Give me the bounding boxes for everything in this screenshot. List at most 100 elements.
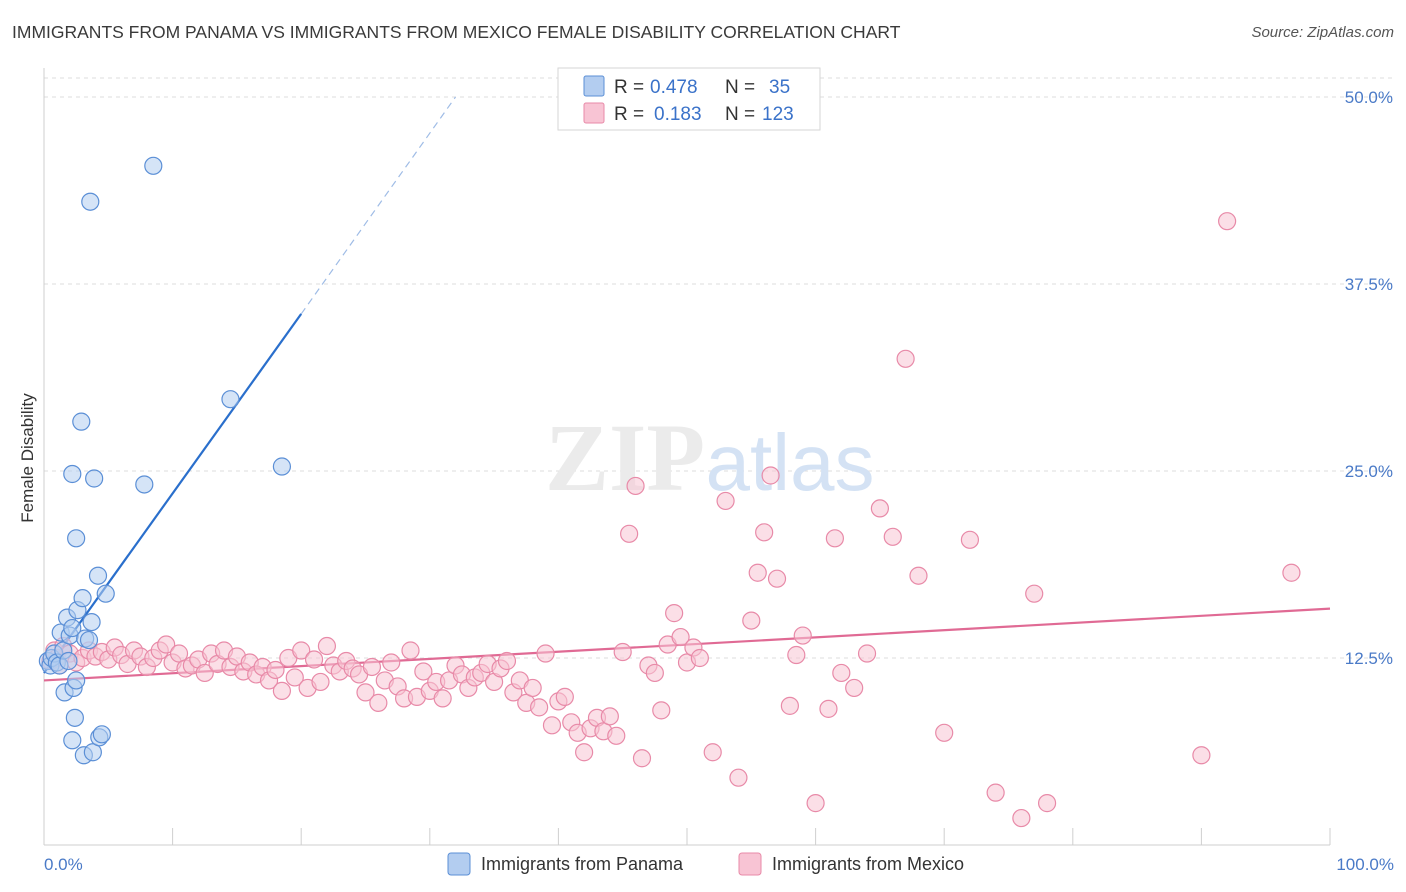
point-mexico-126	[960, 530, 980, 549]
point-mexico-130	[1025, 584, 1044, 603]
bottom-legend-label-mexico: Immigrants from Mexico	[772, 854, 964, 874]
point-mexico-60	[414, 662, 433, 681]
point-mexico-20	[157, 635, 176, 654]
legend-r-value-mexico: 0.183	[654, 104, 702, 125]
point-mexico-106	[729, 768, 748, 787]
point-mexico-77	[523, 678, 542, 698]
bottom-legend-label-panama: Immigrants from Panama	[481, 854, 684, 874]
point-mexico-111	[767, 569, 787, 588]
legend-r-label-mexico: R =	[614, 104, 644, 125]
point-panama-35	[221, 390, 240, 409]
y-tick-label-3: 50.0%	[1345, 88, 1393, 107]
point-panama-32	[96, 584, 115, 603]
point-panama-28	[85, 469, 104, 488]
source-label: Source: ZipAtlas.com	[1251, 24, 1394, 41]
point-mexico-113	[787, 645, 806, 665]
legend-r-value-panama: 0.478	[650, 77, 698, 98]
point-mexico-133	[1282, 563, 1301, 582]
point-panama-15	[63, 464, 82, 484]
point-mexico-96	[645, 663, 664, 683]
point-mexico-104	[703, 743, 722, 762]
point-panama-27	[83, 743, 102, 762]
point-panama-17	[63, 731, 82, 750]
point-mexico-45	[317, 636, 337, 656]
point-mexico-22	[169, 644, 189, 663]
point-mexico-119	[845, 678, 864, 698]
point-mexico-99	[665, 604, 684, 623]
point-mexico-63	[433, 689, 452, 708]
point-mexico-91	[613, 642, 632, 662]
point-mexico-108	[748, 563, 767, 582]
point-mexico-90	[607, 726, 626, 745]
watermark-zip: ZIP	[545, 404, 705, 511]
point-mexico-121	[870, 499, 890, 518]
bottom-legend-swatch-mexico	[738, 852, 762, 876]
point-mexico-38	[272, 681, 292, 701]
point-panama-24	[79, 630, 99, 650]
point-panama-21	[73, 589, 92, 608]
point-mexico-116	[819, 699, 838, 718]
point-mexico-80	[542, 716, 562, 735]
point-mexico-124	[909, 566, 928, 585]
point-mexico-131	[1192, 746, 1211, 765]
point-panama-18	[67, 529, 86, 548]
point-mexico-40	[285, 668, 304, 687]
point-mexico-44	[311, 672, 330, 692]
point-mexico-112	[780, 696, 799, 715]
point-panama-34	[144, 156, 163, 175]
point-mexico-110	[761, 466, 780, 485]
legend-r-label-panama: R =	[614, 77, 644, 98]
y-tick-label-0: 12.5%	[1345, 649, 1393, 668]
point-mexico-82	[555, 687, 574, 706]
point-mexico-53	[369, 693, 388, 712]
point-mexico-41	[292, 641, 311, 660]
point-mexico-120	[857, 644, 877, 663]
point-mexico-97	[652, 701, 671, 720]
point-panama-12	[63, 618, 82, 638]
series-legend: Immigrants from Panama Immigrants from M…	[447, 852, 964, 876]
axes	[43, 68, 1331, 846]
point-mexico-127	[986, 783, 1005, 802]
point-mexico-58	[401, 641, 420, 660]
series-mexico-points	[41, 212, 1301, 828]
legend-n-value-mexico: 123	[762, 104, 794, 125]
point-mexico-89	[600, 707, 619, 726]
point-panama-36	[272, 457, 292, 476]
point-mexico-132	[1218, 212, 1237, 231]
point-mexico-73	[497, 651, 517, 671]
trend-line-panama-extension	[300, 96, 457, 315]
point-mexico-114	[793, 626, 812, 645]
x-tick-label-max: 100.0%	[1336, 855, 1394, 874]
point-panama-25	[81, 192, 100, 211]
x-tick-label-min: 0.0%	[44, 855, 83, 874]
point-mexico-107	[742, 611, 761, 630]
point-mexico-52	[362, 657, 382, 677]
point-mexico-117	[825, 529, 844, 548]
correlation-legend: R = 0.478 N = 35 R = 0.183 N = 123	[557, 67, 821, 131]
point-panama-16	[65, 708, 84, 727]
y-axis-label: Female Disability	[18, 393, 37, 523]
point-mexico-92	[620, 524, 639, 543]
point-mexico-55	[382, 653, 401, 672]
point-mexico-123	[896, 349, 915, 368]
point-mexico-109	[755, 523, 774, 542]
point-mexico-125	[935, 723, 954, 742]
point-mexico-128	[1012, 808, 1031, 828]
trend-line-panama	[43, 313, 303, 674]
point-mexico-37	[266, 660, 285, 680]
point-panama-20	[72, 412, 91, 431]
point-mexico-115	[806, 794, 825, 813]
watermark-atlas: atlas	[706, 418, 875, 507]
grid-lines	[44, 77, 1394, 659]
legend-n-value-panama: 35	[769, 77, 790, 98]
chart-title: IMMIGRANTS FROM PANAMA VS IMMIGRANTS FRO…	[12, 22, 901, 42]
point-panama-10	[59, 651, 78, 671]
y-tick-label-1: 25.0%	[1345, 462, 1393, 481]
point-mexico-105	[716, 491, 735, 511]
point-panama-29	[88, 566, 108, 585]
legend-swatch-panama	[583, 75, 605, 97]
bottom-legend-swatch-panama	[447, 852, 471, 876]
point-mexico-122	[883, 527, 902, 546]
legend-n-label-panama: N =	[725, 77, 755, 98]
